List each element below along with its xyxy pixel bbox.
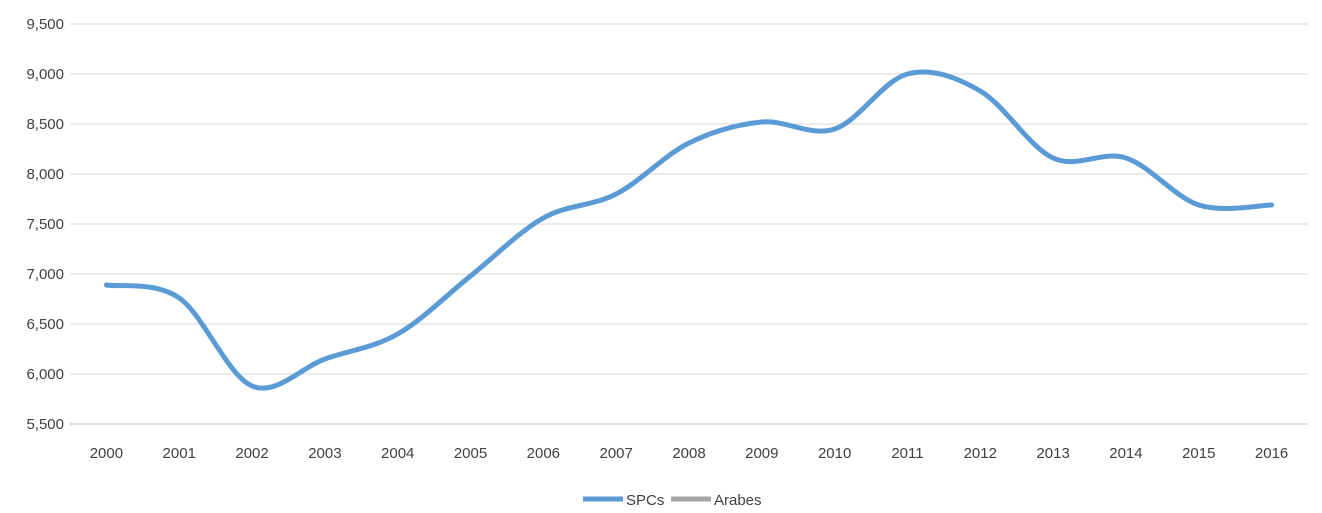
x-tick-label: 2016 [1255,445,1288,462]
y-tick-label: 7,000 [26,266,64,283]
series-line-spcs [103,69,1275,391]
y-tick-label: 9,000 [26,66,64,83]
x-tick-label: 2011 [891,445,923,462]
y-tick-label: 8,000 [26,166,64,183]
y-tick-label: 7,500 [26,216,64,233]
legend: SPCs Arabes [583,492,762,509]
x-tick-label: 2010 [818,445,851,462]
x-tick-label: 2008 [672,445,705,462]
x-tick-label: 2002 [235,445,268,462]
y-axis: 5,500 6,000 6,500 7,000 7,500 8,000 8,500 9,000… [26,16,64,433]
x-axis: 2000 2001 2002 2003 2004 2005 2006 2007 2008 2009… [90,445,1289,462]
x-tick-label: 2009 [745,445,778,462]
x-tick-label: 2001 [163,445,196,462]
x-tick-label: 2013 [1036,445,1069,462]
x-tick-label: 2006 [527,445,560,462]
x-tick-label: 2000 [90,445,123,462]
y-tick-label: 6,000 [26,366,64,383]
x-tick-label: 2014 [1109,445,1142,462]
y-tick-label: 6,500 [26,316,64,333]
y-tick-label: 5,500 [26,416,64,433]
x-tick-label: 2004 [381,445,414,462]
y-tick-label: 9,500 [26,16,64,33]
legend-label-arabes: Arabes [714,492,762,509]
x-tick-label: 2012 [964,445,997,462]
legend-label-spcs: SPCs [626,492,664,509]
x-tick-label: 2003 [308,445,341,462]
series-layer [103,69,1275,391]
x-tick-label: 2007 [599,445,632,462]
x-tick-label: 2015 [1182,445,1215,462]
y-tick-label: 8,500 [26,116,64,133]
x-tick-label: 2005 [454,445,487,462]
gridlines [70,23,1308,425]
